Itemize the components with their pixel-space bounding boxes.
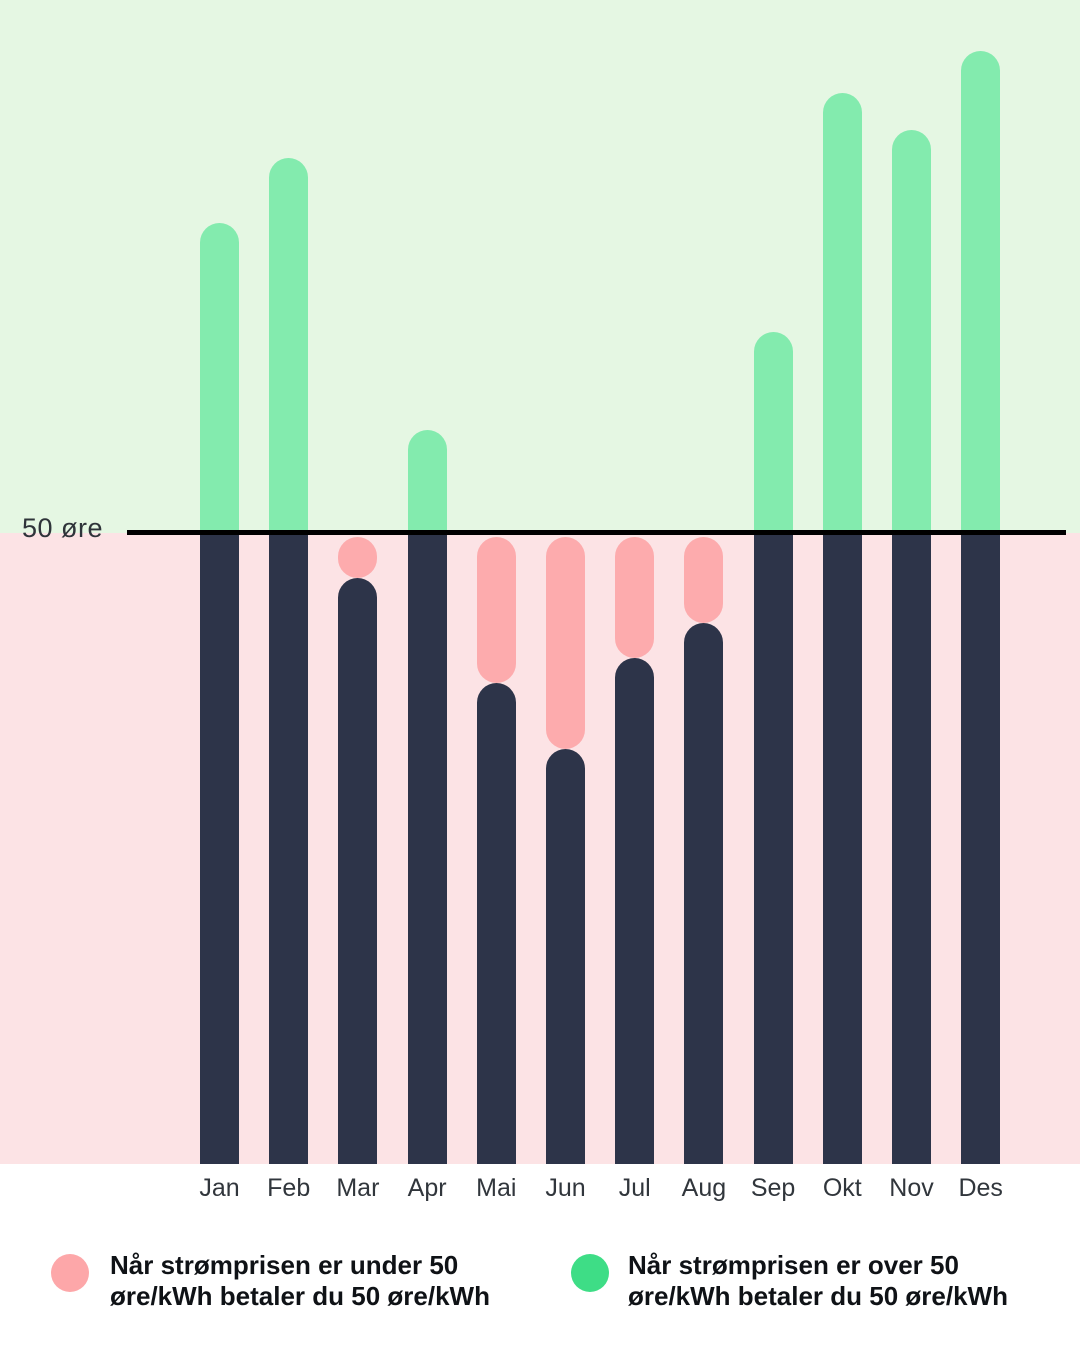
legend-label-under-line1: Når strømprisen er under 50 (110, 1250, 459, 1280)
bar-Jan-price-above-line (200, 222, 239, 536)
x-axis-label-Jul: Jul (618, 1174, 651, 1202)
bar-Feb-price-above-line (269, 158, 309, 536)
bar-Okt-price-above-line (822, 92, 862, 536)
bar-Jun-topup-to-50 (546, 537, 585, 749)
legend-label-under: Når strømprisen er under 50 øre/kWh beta… (110, 1250, 490, 1312)
x-axis-label-Sep: Sep (750, 1174, 796, 1202)
bar-Apr-price-below-line (407, 531, 447, 1164)
x-axis-label-Feb: Feb (267, 1174, 311, 1202)
reference-line (127, 530, 1066, 535)
bar-Apr-price-above-line (407, 429, 447, 536)
bar-Mar-topup-to-50 (338, 537, 378, 579)
x-axis-label-Aug: Aug (681, 1174, 727, 1202)
bar-Mai-topup-to-50 (476, 537, 516, 684)
reference-line-label: 50 øre (22, 513, 104, 543)
legend-label-over: Når strømprisen er over 50 øre/kWh betal… (628, 1250, 1008, 1312)
bar-Jul-topup-to-50 (615, 537, 655, 658)
bar-Jan-price-below-line (200, 531, 239, 1164)
bar-Mai-price-below-line (476, 683, 516, 1164)
bar-Sep-price-above-line (753, 332, 793, 536)
x-axis-label-Mai: Mai (476, 1174, 517, 1202)
under-50-legend-dot-icon (51, 1254, 89, 1292)
x-axis-label-Apr: Apr (407, 1174, 447, 1202)
legend: Når strømprisen er under 50 øre/kWh beta… (0, 1240, 1080, 1350)
bar-Aug-price-below-line (684, 622, 724, 1164)
x-axis-label-Okt: Okt (822, 1174, 862, 1202)
bar-Aug-topup-to-50 (684, 537, 724, 623)
bar-Jun-price-below-line (546, 748, 585, 1164)
bar-Feb-price-below-line (269, 531, 309, 1164)
bar-Mar-price-below-line (338, 578, 378, 1164)
bar-Sep-price-below-line (753, 531, 793, 1164)
legend-label-under-line2: øre/kWh betaler du 50 øre/kWh (110, 1281, 490, 1311)
bar-Okt-price-below-line (822, 531, 862, 1164)
over-50-legend-dot-icon (571, 1254, 609, 1292)
x-axis-label-Nov: Nov (889, 1174, 934, 1202)
x-axis-label-Jun: Jun (545, 1174, 586, 1202)
x-axis-label-Mar: Mar (336, 1174, 380, 1202)
legend-label-over-line2: øre/kWh betaler du 50 øre/kWh (628, 1281, 1008, 1311)
bar-Des-price-above-line (961, 50, 1001, 536)
bar-Des-price-below-line (961, 531, 1001, 1164)
x-axis-label-Des: Des (958, 1174, 1003, 1202)
x-axis-label-Jan: Jan (199, 1174, 240, 1202)
bar-Nov-price-below-line (892, 531, 931, 1164)
bar-Jul-price-below-line (615, 657, 655, 1164)
legend-label-over-line1: Når strømprisen er over 50 (628, 1250, 959, 1280)
bar-Nov-price-above-line (892, 130, 931, 536)
